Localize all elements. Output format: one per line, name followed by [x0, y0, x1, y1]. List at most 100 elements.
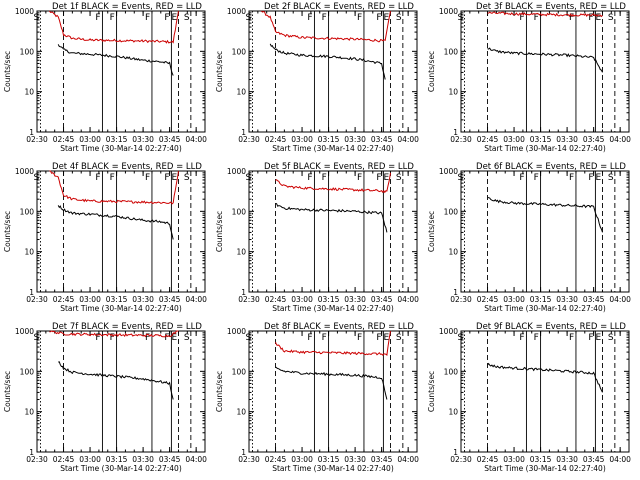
events-series-line: [58, 361, 174, 400]
detector-panel: Det 9f BLACK = Events, RED = LLD 1 10 100 10…: [427, 322, 631, 473]
lld-series-line: [275, 330, 391, 356]
panel-title: Det 6f BLACK = Events, RED = LLD: [476, 162, 626, 172]
y-tick-label: 1000: [227, 167, 246, 176]
detector-panel: Det 3f BLACK = Events, RED = LLD 1 10 100 10…: [427, 2, 631, 153]
y-tick-label: 100: [232, 367, 247, 376]
event-marker-label: F: [357, 333, 362, 343]
detector-panel: Det 7f BLACK = Events, RED = LLD 1 10 100 10…: [3, 322, 207, 473]
events-series-line: [487, 197, 603, 233]
event-marker-label: S: [34, 173, 40, 183]
x-tick-label: 03:00: [503, 135, 525, 144]
x-tick-label: 02:45: [477, 135, 499, 144]
event-marker-label: S: [184, 173, 190, 183]
x-tick-label: 04:00: [397, 135, 419, 144]
event-marker-label: S: [396, 333, 402, 343]
events-series-line: [275, 366, 388, 400]
x-tick-label: 03:30: [132, 455, 154, 464]
event-marker-label: F: [164, 173, 169, 183]
event-marker-label: F: [357, 13, 362, 23]
x-tick-label: 02:30: [238, 455, 260, 464]
y-tick-label: 1: [29, 128, 34, 137]
x-axis-label: Start Time (30-Mar-14 02:27:40): [484, 464, 606, 473]
y-tick-label: 10: [236, 88, 246, 97]
plot-frame: [460, 170, 630, 293]
lld-series-line: [49, 10, 179, 44]
y-tick-label: 10: [24, 88, 34, 97]
x-tick-label: 03:45: [371, 295, 393, 304]
event-marker-label: F: [164, 333, 169, 343]
y-axis-label: Counts/sec: [427, 51, 436, 92]
y-axis-label: Counts/sec: [427, 211, 436, 252]
x-tick-label: 02:45: [53, 135, 75, 144]
event-marker-label: S: [246, 173, 252, 183]
x-tick-label: 02:30: [450, 135, 472, 144]
event-marker-label: F: [95, 173, 100, 183]
event-marker-label: S: [246, 333, 252, 343]
events-series-line: [57, 44, 174, 76]
x-tick-label: 03:15: [106, 295, 128, 304]
x-tick-label: 02:30: [450, 455, 472, 464]
x-tick-label: 03:15: [318, 135, 340, 144]
detector-panel: Det 2f BLACK = Events, RED = LLD 1 10 100 10…: [215, 2, 419, 153]
y-tick-label: 10: [236, 248, 246, 257]
y-tick-label: 1000: [15, 7, 34, 16]
x-tick-label: 02:30: [238, 295, 260, 304]
y-tick-label: 1000: [15, 167, 34, 176]
event-marker-label: S: [608, 173, 614, 183]
y-tick-label: 100: [232, 207, 247, 216]
y-tick-label: 100: [20, 367, 35, 376]
y-tick-label: 1000: [227, 327, 246, 336]
event-marker-label: E: [383, 13, 389, 23]
x-tick-label: 03:15: [530, 455, 552, 464]
x-tick-label: 03:00: [79, 455, 101, 464]
event-marker-label: S: [458, 333, 464, 343]
y-tick-label: 1000: [15, 327, 34, 336]
event-marker-label: F: [110, 173, 115, 183]
x-tick-label: 03:15: [318, 295, 340, 304]
y-tick-label: 1000: [227, 7, 246, 16]
x-tick-label: 03:45: [371, 455, 393, 464]
event-marker-label: F: [322, 173, 327, 183]
y-tick-label: 100: [232, 47, 247, 56]
x-tick-label: 03:15: [106, 135, 128, 144]
x-tick-label: 02:45: [53, 455, 75, 464]
x-tick-label: 02:45: [265, 455, 287, 464]
y-tick-label: 1: [453, 448, 458, 457]
event-marker-label: F: [145, 333, 150, 343]
lld-series-line: [261, 10, 391, 43]
event-marker-label: F: [307, 13, 312, 23]
lld-series-line: [275, 172, 391, 194]
event-marker-label: S: [184, 13, 190, 23]
event-marker-label: S: [34, 13, 40, 23]
y-tick-label: 1: [453, 288, 458, 297]
x-tick-label: 04:00: [609, 295, 631, 304]
event-marker-label: F: [534, 333, 539, 343]
event-marker-label: F: [322, 13, 327, 23]
x-tick-label: 04:00: [397, 455, 419, 464]
x-tick-label: 03:00: [79, 135, 101, 144]
event-marker-label: E: [595, 173, 601, 183]
event-marker-label: F: [519, 333, 524, 343]
detector-panel: Det 6f BLACK = Events, RED = LLD 1 10 100 10…: [427, 162, 631, 313]
x-axis-label: Start Time (30-Mar-14 02:27:40): [272, 304, 394, 313]
panel-title: Det 1f BLACK = Events, RED = LLD: [52, 2, 202, 12]
events-series-line: [269, 43, 386, 80]
event-marker-label: F: [95, 13, 100, 23]
x-tick-label: 03:00: [291, 135, 313, 144]
event-marker-label: F: [110, 333, 115, 343]
x-tick-label: 03:15: [530, 295, 552, 304]
events-series-line: [57, 205, 174, 240]
x-tick-label: 03:00: [291, 295, 313, 304]
event-marker-label: F: [110, 13, 115, 23]
x-tick-label: 03:45: [371, 135, 393, 144]
event-marker-label: F: [376, 13, 381, 23]
y-axis-label: Counts/sec: [3, 51, 12, 92]
x-tick-label: 03:30: [344, 295, 366, 304]
x-tick-label: 03:45: [159, 135, 181, 144]
plot-frame: [460, 330, 630, 453]
x-tick-label: 03:30: [556, 455, 578, 464]
detector-panel: Det 1f BLACK = Events, RED = LLD 1 10 100 10…: [3, 2, 207, 153]
events-series-line: [487, 362, 603, 393]
y-tick-label: 10: [448, 408, 458, 417]
